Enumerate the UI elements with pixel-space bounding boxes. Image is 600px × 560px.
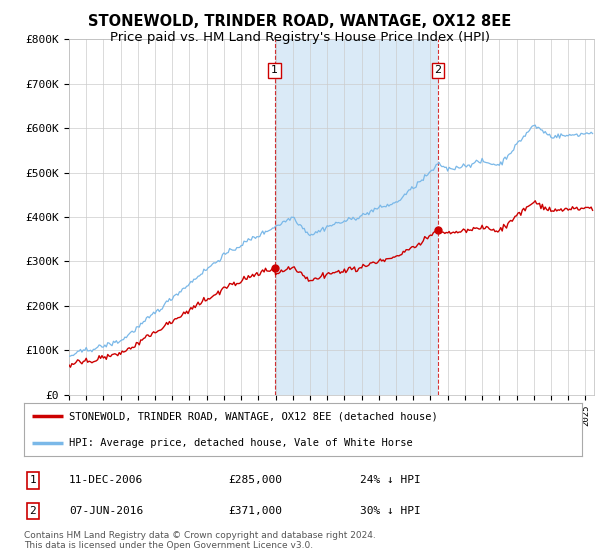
Text: 30% ↓ HPI: 30% ↓ HPI (360, 506, 421, 516)
Text: 07-JUN-2016: 07-JUN-2016 (69, 506, 143, 516)
Text: 11-DEC-2006: 11-DEC-2006 (69, 475, 143, 486)
Text: STONEWOLD, TRINDER ROAD, WANTAGE, OX12 8EE: STONEWOLD, TRINDER ROAD, WANTAGE, OX12 8… (88, 14, 512, 29)
Text: £285,000: £285,000 (228, 475, 282, 486)
Text: 2: 2 (29, 506, 37, 516)
Text: STONEWOLD, TRINDER ROAD, WANTAGE, OX12 8EE (detached house): STONEWOLD, TRINDER ROAD, WANTAGE, OX12 8… (68, 412, 437, 422)
Text: Price paid vs. HM Land Registry's House Price Index (HPI): Price paid vs. HM Land Registry's House … (110, 31, 490, 44)
Bar (275, 39, 438, 395)
Text: £371,000: £371,000 (228, 506, 282, 516)
Text: Contains HM Land Registry data © Crown copyright and database right 2024.
This d: Contains HM Land Registry data © Crown c… (24, 530, 376, 550)
Text: 1: 1 (271, 66, 278, 75)
Text: HPI: Average price, detached house, Vale of White Horse: HPI: Average price, detached house, Vale… (68, 438, 412, 448)
Text: 24% ↓ HPI: 24% ↓ HPI (360, 475, 421, 486)
Text: 1: 1 (29, 475, 37, 486)
Text: 2: 2 (434, 66, 442, 75)
